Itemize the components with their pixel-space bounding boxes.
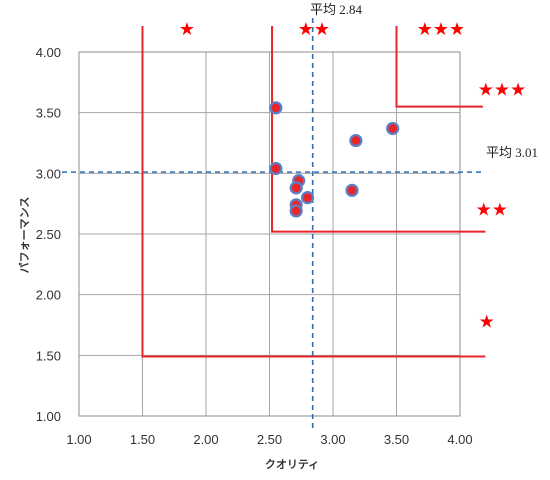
data-point (349, 133, 363, 148)
star-rating: ★★ (298, 19, 330, 40)
y-axis-title: パフォーマンス (18, 197, 31, 274)
star-rating: ★ (179, 19, 195, 40)
region-boundaries (141, 26, 486, 358)
x-tick-label: 4.00 (447, 432, 472, 447)
star-rating: ★ (479, 311, 495, 332)
y-tick-label: 3.50 (36, 106, 61, 121)
x-tick-label: 2.00 (193, 432, 218, 447)
tick-labels: 1.00 1.50 2.00 2.50 3.00 3.50 4.00 1.00 1.50 2.00… (36, 45, 473, 447)
star-ratings: ★ ★★ ★★★★★★★★★ (179, 19, 526, 332)
y-tick-label: 3.00 (36, 166, 61, 181)
star-rating: ★★ (476, 200, 508, 221)
y-tick-label: 4.00 (36, 45, 61, 60)
x-average-label: 平均 2.84 (310, 2, 363, 17)
x-tick-label: 2.50 (257, 432, 282, 447)
data-points (269, 101, 400, 218)
plot-border (78, 51, 461, 417)
x-axis-title: クオリティ (265, 458, 319, 471)
x-tick-label: 1.50 (130, 432, 155, 447)
y-average-label: 平均 3.01 (486, 145, 538, 160)
y-tick-label: 2.00 (36, 288, 61, 303)
star-rating: ★★★ (417, 19, 465, 40)
data-point (269, 101, 283, 115)
x-tick-label: 1.00 (66, 432, 91, 447)
data-point (289, 181, 303, 195)
y-tick-label: 1.50 (36, 348, 61, 363)
region-boundary (141, 26, 486, 358)
y-tick-label: 1.00 (36, 409, 61, 424)
data-point (301, 191, 315, 205)
data-point (289, 204, 303, 218)
y-tick-label: 2.50 (36, 227, 61, 242)
x-tick-label: 3.50 (384, 432, 409, 447)
data-point (269, 161, 283, 176)
data-point (386, 121, 400, 136)
x-tick-label: 3.00 (320, 432, 345, 447)
data-point (345, 183, 359, 197)
region-boundary (271, 26, 486, 233)
star-rating: ★★★ (478, 80, 526, 101)
region-boundary (395, 26, 483, 108)
